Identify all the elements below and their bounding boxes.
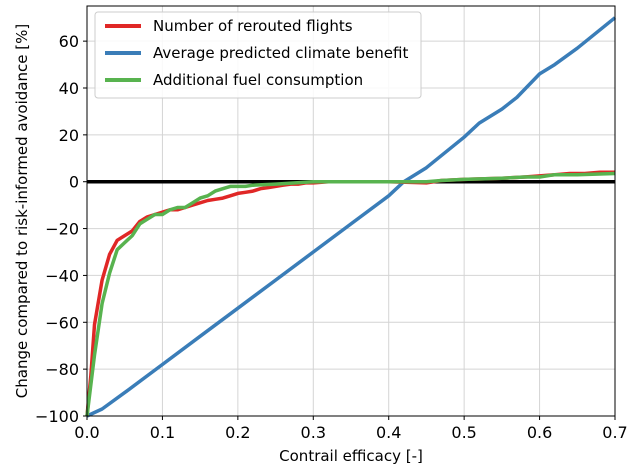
y-tick-label-6: 20	[59, 126, 79, 145]
legend-label-1: Average predicted climate benefit	[153, 44, 408, 62]
legend-label-0: Number of rerouted flights	[153, 17, 353, 35]
x-tick-label-4: 0.4	[376, 423, 401, 442]
y-axis-ticks: −100 −80 −60 −40 −20 0 20 40 60	[35, 32, 87, 426]
y-tick-label-8: 60	[59, 32, 79, 51]
y-tick-label-4: −20	[45, 220, 79, 239]
x-tick-label-0: 0.0	[74, 423, 99, 442]
x-tick-label-1: 0.1	[150, 423, 175, 442]
series-lines	[85, 16, 617, 418]
y-tick-label-2: −60	[45, 313, 79, 332]
legend: Number of rerouted flights Average predic…	[94, 11, 422, 99]
y-tick-label-5: 0	[69, 173, 79, 192]
series-line-2	[85, 171, 616, 417]
y-tick-label-3: −40	[45, 266, 79, 285]
series-line-1	[86, 16, 617, 418]
x-tick-label-3: 0.3	[301, 423, 326, 442]
y-tick-label-1: −80	[45, 360, 79, 379]
y-tick-label-7: 40	[59, 79, 79, 98]
legend-box	[94, 11, 422, 99]
x-tick-label-7: 0.7	[602, 423, 627, 442]
y-axis-label: Change compared to risk-informed avoidan…	[13, 24, 31, 398]
plot-frame	[86, 5, 616, 417]
x-tick-label-2: 0.2	[225, 423, 250, 442]
x-axis-ticks: 0.0 0.1 0.2 0.3 0.4 0.5 0.6 0.7	[74, 416, 628, 442]
y-tick-label-0: −100	[35, 407, 79, 426]
x-tick-label-6: 0.6	[527, 423, 552, 442]
legend-label-2: Additional fuel consumption	[153, 71, 363, 89]
x-tick-label-5: 0.5	[451, 423, 476, 442]
x-axis-label: Contrail efficacy [-]	[279, 447, 423, 465]
